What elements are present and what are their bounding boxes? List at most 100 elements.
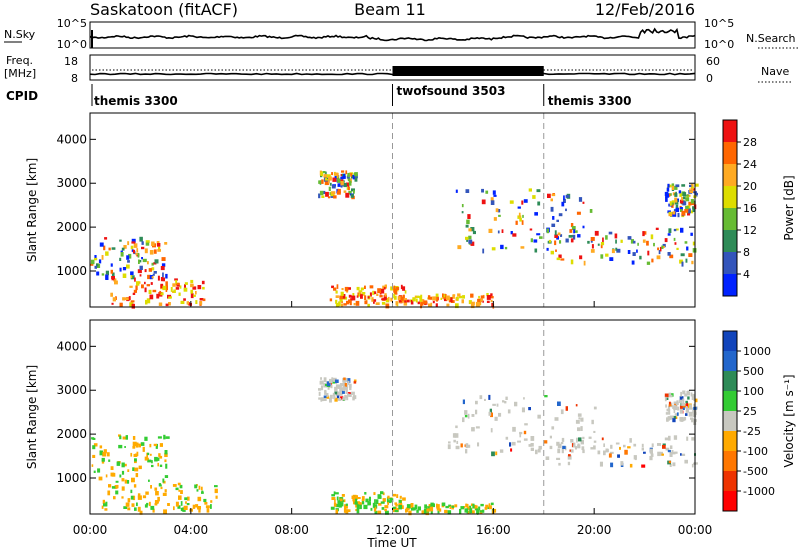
echo-cell bbox=[650, 453, 654, 457]
echo-cell bbox=[671, 200, 675, 204]
echo-cell bbox=[373, 492, 376, 495]
echo-cell bbox=[133, 453, 138, 457]
echo-cell bbox=[327, 196, 331, 199]
echo-cell bbox=[510, 231, 513, 235]
echo-cell bbox=[360, 294, 363, 299]
echo-cell bbox=[156, 457, 160, 461]
echo-cell bbox=[359, 504, 362, 510]
radar-title: Saskatoon (fitACF) bbox=[90, 0, 238, 19]
echo-cell bbox=[340, 185, 343, 188]
echo-cell bbox=[121, 247, 125, 251]
echo-cell bbox=[392, 493, 396, 497]
echo-cell bbox=[336, 496, 339, 501]
echo-cell bbox=[337, 500, 341, 505]
echo-cell bbox=[467, 413, 470, 419]
echo-cell bbox=[670, 202, 674, 205]
colorbar-title: Velocity [m s⁻¹] bbox=[782, 374, 796, 467]
echo-cell bbox=[672, 211, 676, 215]
echo-cell bbox=[331, 285, 334, 289]
echo-cell bbox=[568, 235, 573, 238]
echo-cell bbox=[150, 485, 152, 489]
echo-cell bbox=[692, 393, 695, 397]
echo-cell bbox=[146, 502, 149, 506]
echo-cell bbox=[347, 178, 351, 181]
echo-cell bbox=[178, 495, 182, 500]
echo-cell bbox=[432, 300, 435, 304]
echo-cell bbox=[147, 457, 149, 461]
cpid-label: CPID bbox=[6, 89, 38, 103]
colorbar-swatch bbox=[723, 208, 737, 230]
echo-cell bbox=[157, 275, 160, 281]
echo-cell bbox=[664, 396, 667, 402]
echo-cell bbox=[375, 302, 380, 305]
echo-cell bbox=[475, 409, 478, 415]
echo-cell bbox=[131, 477, 135, 483]
y-tick-label: 3000 bbox=[56, 383, 87, 397]
echo-cell bbox=[567, 455, 572, 460]
echo-cell bbox=[337, 188, 341, 194]
echo-cell bbox=[557, 448, 561, 454]
echo-cell bbox=[142, 495, 147, 499]
echo-cell bbox=[347, 378, 351, 383]
echo-cell bbox=[505, 396, 508, 400]
echo-cell bbox=[337, 398, 341, 401]
echo-cell bbox=[90, 259, 95, 265]
echo-cell bbox=[517, 440, 521, 443]
echo-cell bbox=[666, 408, 671, 412]
echo-cell bbox=[569, 229, 573, 233]
echo-cell bbox=[156, 293, 160, 299]
echo-cell bbox=[377, 288, 381, 293]
echo-cell bbox=[691, 463, 694, 468]
echo-cell bbox=[102, 453, 107, 457]
echo-cell bbox=[679, 259, 683, 264]
echo-cell bbox=[658, 250, 661, 255]
echo-cell bbox=[194, 484, 198, 489]
echo-cell bbox=[350, 194, 354, 198]
freq-unit: [MHz] bbox=[4, 67, 36, 80]
echo-cell bbox=[320, 377, 322, 380]
echo-cell bbox=[605, 235, 608, 240]
echo-cell bbox=[470, 241, 475, 246]
echo-cell bbox=[504, 401, 507, 404]
echo-cell bbox=[141, 257, 143, 260]
echo-cell bbox=[141, 246, 145, 250]
echo-cell bbox=[484, 398, 486, 401]
echo-cell bbox=[498, 214, 501, 217]
colorbar-swatch bbox=[723, 331, 737, 351]
echo-cell bbox=[145, 299, 148, 305]
echo-cell bbox=[397, 296, 401, 301]
echo-cell bbox=[180, 300, 185, 304]
echo-cell bbox=[682, 201, 687, 206]
echo-cell bbox=[593, 406, 597, 410]
echo-cell bbox=[580, 417, 584, 422]
echo-cell bbox=[414, 295, 417, 298]
echo-cell bbox=[372, 502, 376, 508]
echo-cell bbox=[326, 381, 331, 387]
echo-cell bbox=[160, 283, 163, 289]
echo-cell bbox=[354, 172, 358, 177]
echo-cell bbox=[192, 286, 197, 290]
echo-cell bbox=[346, 300, 350, 305]
echo-cell bbox=[455, 189, 458, 193]
echo-cell bbox=[667, 193, 671, 197]
echo-cell bbox=[615, 442, 620, 445]
echo-cell bbox=[121, 462, 125, 468]
echo-cell bbox=[136, 502, 138, 507]
echo-cell bbox=[348, 294, 352, 298]
echo-cell bbox=[379, 495, 382, 499]
echo-cell bbox=[385, 510, 389, 515]
echo-cell bbox=[113, 278, 117, 282]
echo-cell bbox=[394, 509, 399, 513]
echo-cell bbox=[357, 497, 361, 499]
echo-cell bbox=[675, 204, 679, 210]
echo-cell bbox=[105, 275, 109, 280]
echo-cell bbox=[340, 291, 344, 296]
echo-cell bbox=[664, 393, 669, 398]
echo-cell bbox=[453, 439, 456, 443]
echo-cell bbox=[93, 443, 98, 447]
echo-cell bbox=[148, 289, 152, 294]
echo-cell bbox=[130, 274, 133, 279]
echo-cell bbox=[162, 277, 165, 282]
echo-cell bbox=[465, 443, 469, 449]
echo-cell bbox=[641, 447, 644, 451]
